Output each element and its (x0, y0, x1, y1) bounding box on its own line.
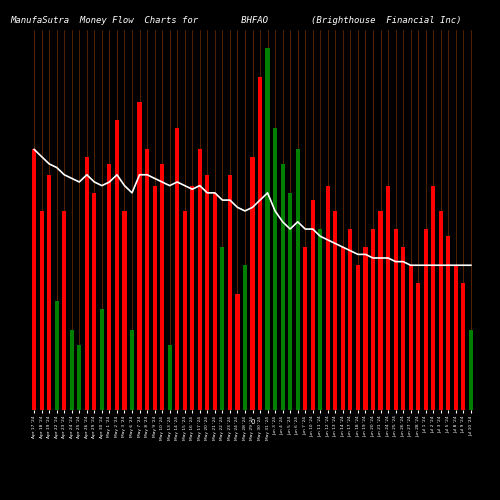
Bar (334, 211, 338, 410)
Bar (378, 211, 382, 410)
Bar (303, 247, 308, 410)
Bar (266, 48, 270, 410)
Bar (190, 186, 194, 410)
Bar (108, 164, 112, 410)
Bar (54, 302, 59, 410)
Bar (310, 200, 315, 410)
Bar (258, 77, 262, 410)
Bar (70, 330, 74, 410)
Bar (243, 265, 247, 410)
Bar (462, 284, 466, 410)
Bar (175, 128, 180, 410)
Bar (62, 211, 66, 410)
Bar (280, 164, 284, 410)
Bar (416, 284, 420, 410)
Bar (401, 247, 405, 410)
Bar (356, 265, 360, 410)
Bar (213, 193, 217, 410)
Bar (138, 102, 141, 410)
Bar (205, 175, 210, 410)
Text: ManufaSutra  Money Flow  Charts for        BHFAO        (Brighthouse  Financial : ManufaSutra Money Flow Charts for BHFAO … (10, 16, 462, 25)
Bar (220, 247, 224, 410)
Text: 0: 0 (250, 420, 255, 426)
Bar (85, 156, 89, 410)
Bar (288, 193, 292, 410)
Bar (115, 120, 119, 410)
Bar (394, 229, 398, 410)
Bar (77, 345, 82, 410)
Bar (318, 229, 322, 410)
Bar (92, 193, 96, 410)
Bar (47, 175, 51, 410)
Bar (341, 247, 345, 410)
Bar (469, 330, 473, 410)
Bar (130, 330, 134, 410)
Bar (198, 150, 202, 410)
Bar (408, 265, 412, 410)
Bar (446, 236, 450, 410)
Bar (40, 211, 44, 410)
Bar (152, 186, 156, 410)
Bar (273, 128, 277, 410)
Bar (326, 186, 330, 410)
Bar (32, 150, 36, 410)
Bar (160, 164, 164, 410)
Bar (424, 229, 428, 410)
Bar (386, 186, 390, 410)
Bar (250, 156, 254, 410)
Bar (454, 265, 458, 410)
Bar (296, 150, 300, 410)
Bar (168, 345, 172, 410)
Bar (236, 294, 240, 410)
Bar (228, 175, 232, 410)
Bar (364, 247, 368, 410)
Bar (371, 229, 375, 410)
Bar (100, 308, 104, 410)
Bar (348, 229, 352, 410)
Bar (145, 150, 149, 410)
Bar (431, 186, 436, 410)
Bar (122, 211, 126, 410)
Bar (182, 211, 187, 410)
Bar (438, 211, 443, 410)
